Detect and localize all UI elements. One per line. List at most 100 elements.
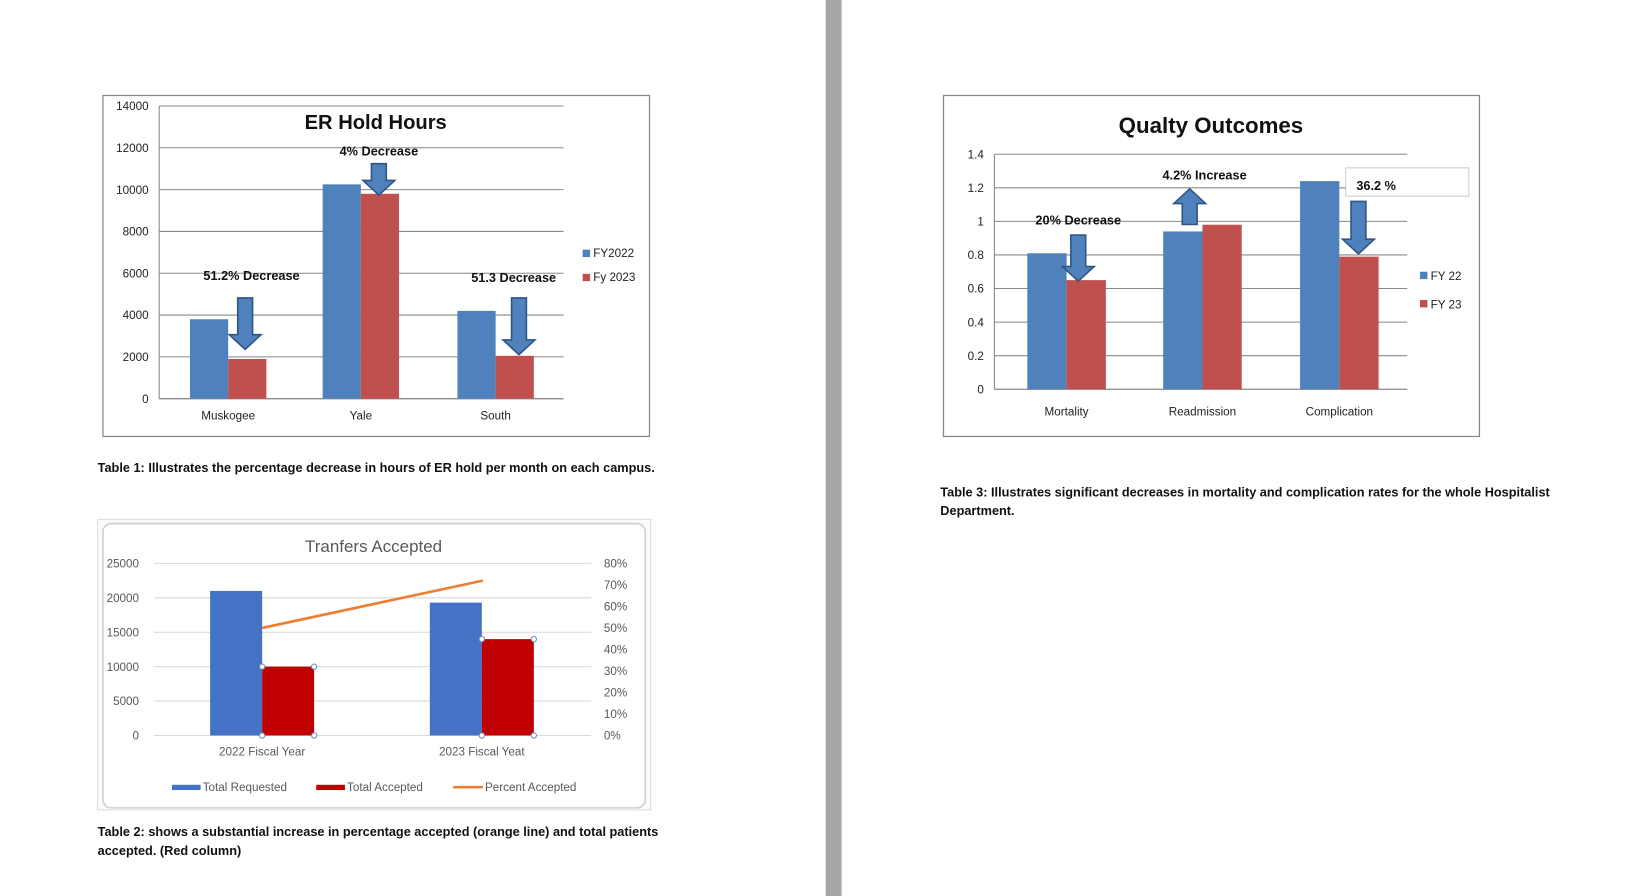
y2-tick-label: 70% [604,579,627,592]
annotation-complication: 36.2 % [1356,179,1396,193]
legend-label-fy2023: Fy 2023 [593,271,635,284]
bar-total-requested [429,602,482,736]
legend-swatch-total-requested [171,784,201,791]
bar-fy-2023 [228,358,267,399]
y-tick-label: 0 [142,393,148,406]
arrow-down-icon [360,162,397,197]
page-divider [825,0,842,896]
y-tick-label: 25000 [107,558,139,571]
y-tick-label: 15000 [107,626,139,639]
selection-handle [310,732,318,739]
annotation-south: 51.3 Decrease [471,271,556,285]
percent-accepted-line [261,579,484,630]
y-tick-label: 0.4 [968,316,985,329]
quality-outcomes-chart[interactable]: Qualty Outcomes 0 0.2 0.4 0.6 0.8 1 1.2 1.4 Mort… [942,94,1481,438]
bar-fy-2023 [495,355,534,399]
y-tick-label: 0.2 [968,350,984,363]
legend-swatch-fy22 [1420,271,1428,280]
annotation-muskogee: 51.2% Decrease [203,269,299,283]
bar-fy-23 [1339,256,1379,390]
y-tick-label: 8000 [123,226,149,239]
legend-label-total-requested: Total Requested [203,781,287,794]
x-tick-label: Muskogee [201,410,255,423]
x-tick-label: 2022 Fiscal Year [219,745,305,758]
x-tick-label: South [480,410,510,423]
bar-total-accepted [262,666,315,736]
bar-total-requested [210,590,263,736]
transfers-accepted-chart[interactable]: Tranfers Accepted 0 5000 10000 15000 20000 25… [97,518,652,811]
annotation-yale: 4% Decrease [340,144,419,158]
y2-tick-label: 40% [604,644,627,657]
bar-fy-22 [1300,181,1340,390]
y-tick-label: 5000 [113,695,139,708]
bar-fy-22 [1027,253,1067,390]
selection-handle [258,732,266,739]
y-tick-label: 12000 [116,142,148,155]
y2-tick-label: 50% [604,622,627,635]
y-tick-label: 0 [977,384,983,397]
y-tick-label: 4000 [123,309,149,322]
chart-title: Qualty Outcomes [1119,113,1304,138]
bar-fy2022 [322,184,361,399]
y-tick-label: 2000 [123,351,149,364]
y-tick-label: 1.2 [968,182,984,195]
legend-swatch-total-accepted [316,784,345,791]
legend-label-fy22: FY 22 [1431,270,1462,283]
caption-table2-line1: Table 2: shows a substantial increase in… [98,825,659,839]
legend-swatch-fy23 [1420,300,1428,308]
selection-handle [258,663,266,670]
arrow-down-icon [501,297,537,356]
y-tick-label: 10000 [116,184,148,197]
legend-label-percent-accepted: Percent Accepted [485,781,576,794]
er-hold-hours-chart[interactable]: ER Hold Hours 0 2000 4000 6000 8000 10000 1200… [102,94,651,438]
arrow-down-icon [1060,234,1097,283]
arrow-up-icon [1171,187,1208,226]
x-tick-label: Mortality [1045,406,1089,419]
y-tick-label: 0.6 [968,283,984,296]
arrow-down-icon [227,297,264,351]
bar-fy-23 [1066,280,1106,390]
chart-title: Tranfers Accepted [305,537,442,556]
annotation-readmission: 4.2% Increase [1162,168,1246,182]
y-tick-label: 20000 [107,592,139,605]
x-tick-label: 2023 Fiscal Yeat [439,745,525,758]
caption-table3-line2: Department. [940,504,1014,518]
legend-label-fy2022: FY2022 [593,247,634,260]
legend-swatch-fy2023 [582,273,591,282]
bar-fy2022 [457,310,496,399]
selection-handle [530,732,538,739]
legend-swatch-percent-accepted [453,785,483,789]
selection-handle [478,732,486,739]
legend-swatch-fy2022 [582,249,591,258]
y-tick-label: 14000 [116,100,148,113]
bar-fy-23 [1202,224,1242,390]
chart-title: ER Hold Hours [305,112,447,134]
y2-tick-label: 30% [604,665,627,678]
x-tick-label: Readmission [1169,406,1236,419]
selection-handle [530,635,538,643]
y2-tick-label: 80% [604,558,627,571]
selection-handle [310,663,318,670]
bar-fy-22 [1163,231,1203,390]
chart-area [102,522,647,809]
y2-tick-label: 0% [604,730,621,743]
bar-total-accepted [481,639,534,736]
y-tick-label: 0 [133,730,139,743]
y-tick-label: 6000 [123,267,149,280]
caption-table2-line2: accepted. (Red column) [98,844,242,858]
y-tick-label: 10000 [107,661,139,674]
y2-tick-label: 10% [604,708,627,721]
legend-label-total-accepted: Total Accepted [347,781,423,794]
caption-table1: Table 1: Illustrates the percentage decr… [98,461,655,475]
bar-fy2022 [189,319,229,399]
caption-table3-line1: Table 3: Illustrates significant decreas… [940,485,1550,499]
arrow-down-icon [1340,200,1377,255]
selection-handle [478,635,486,643]
bar-fy-2023 [360,193,400,399]
legend-label-fy23: FY 23 [1431,299,1462,312]
y-tick-label: 1.4 [968,148,985,161]
y2-tick-label: 60% [604,601,627,614]
x-tick-label: Yale [350,410,372,423]
annotation-mortality: 20% Decrease [1035,214,1121,228]
